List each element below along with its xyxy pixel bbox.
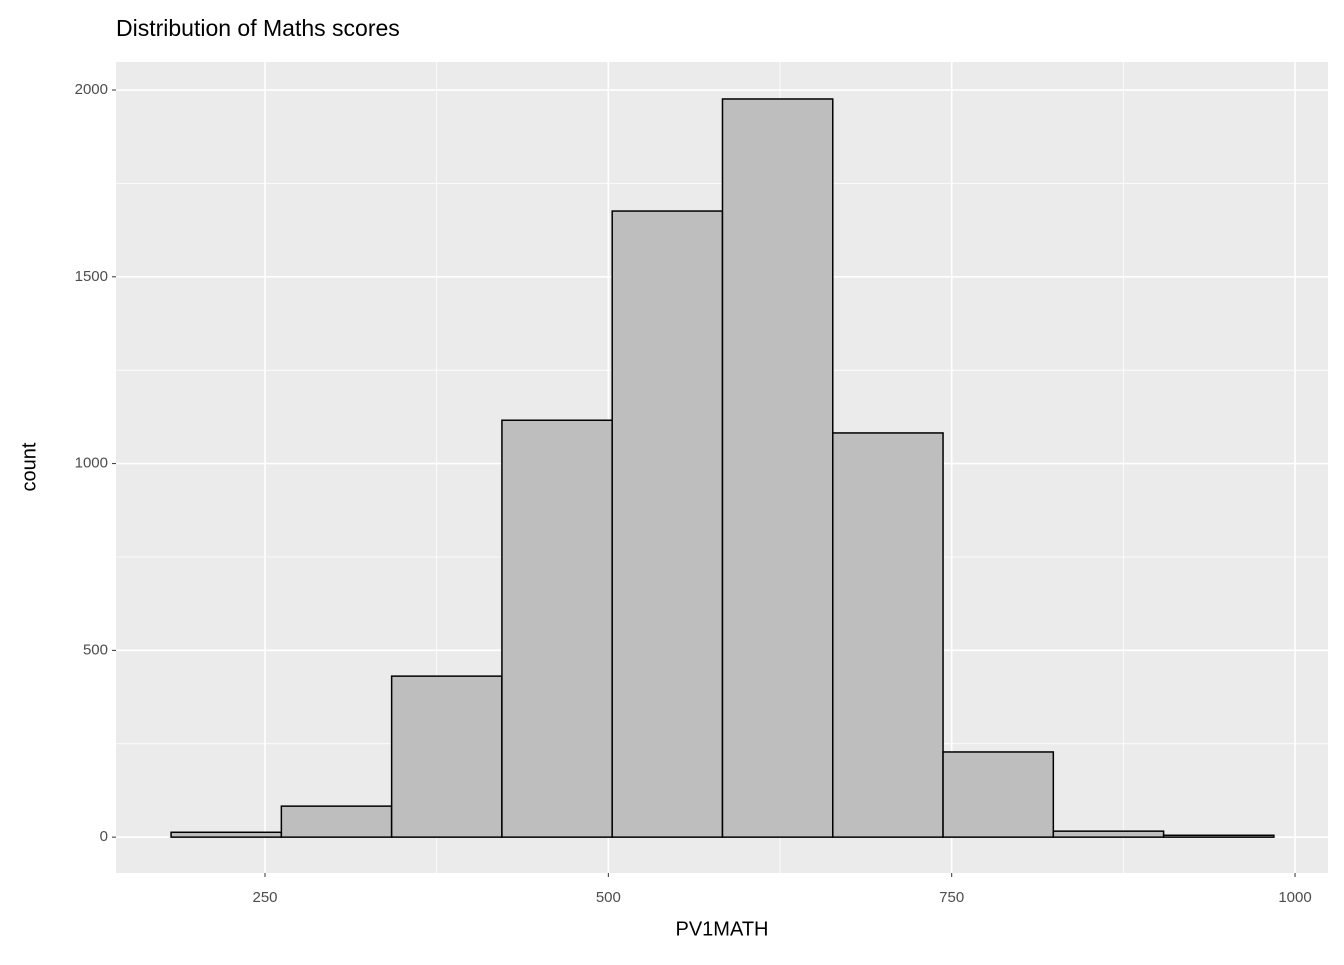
x-axis-title: PV1MATH: [676, 918, 769, 940]
x-tick-label: 250: [252, 889, 277, 906]
x-tick-label: 750: [939, 889, 964, 906]
chart-title: Distribution of Maths scores: [116, 15, 400, 41]
y-tick-label: 1500: [75, 268, 108, 285]
x-tick-label: 1000: [1278, 889, 1311, 906]
bar: [832, 432, 944, 838]
y-tick-label: 500: [83, 641, 108, 658]
x-tick-label: 500: [596, 889, 621, 906]
bar: [501, 419, 613, 838]
bar: [390, 675, 503, 838]
y-tick-label: 0: [100, 828, 108, 845]
y-tick-label: 1000: [75, 455, 108, 472]
bar: [170, 831, 283, 838]
bar: [280, 805, 393, 838]
bar: [942, 751, 1055, 838]
bar: [1162, 834, 1275, 838]
bar: [611, 210, 724, 838]
y-axis-title: count: [18, 442, 40, 491]
bar: [1052, 830, 1165, 838]
y-tick-label: 2000: [75, 81, 108, 98]
bar: [721, 98, 834, 838]
